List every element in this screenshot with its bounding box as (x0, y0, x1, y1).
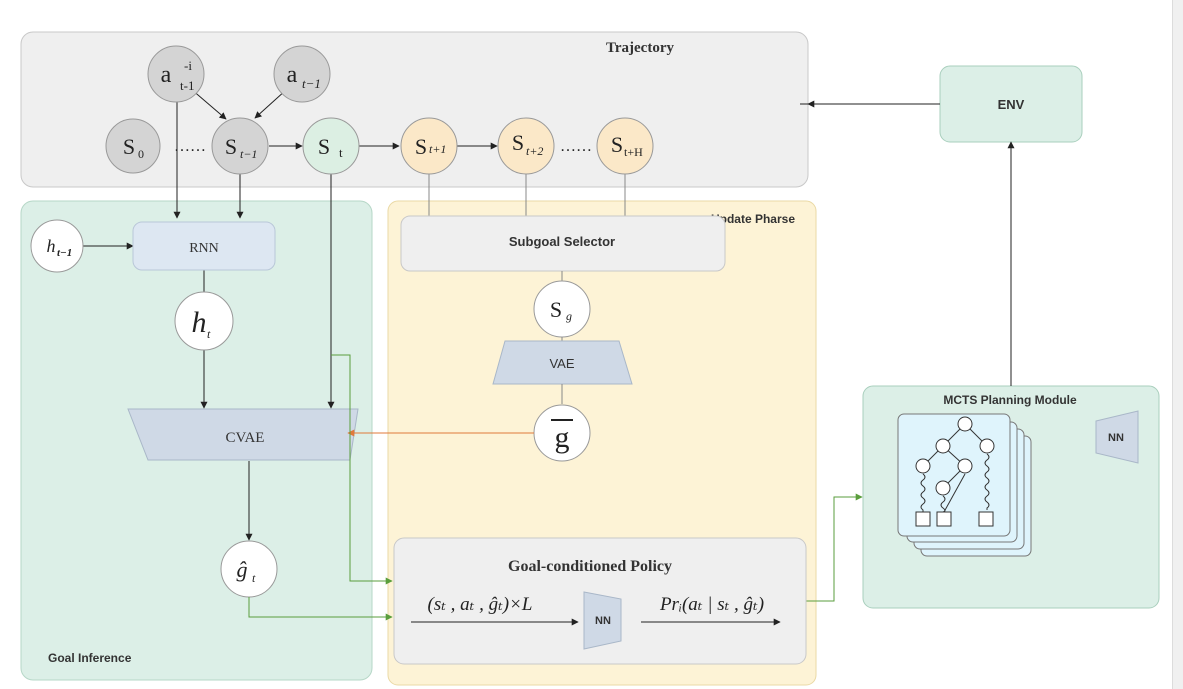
cvae-block: CVAE (127, 408, 359, 461)
node-s-t-1: S t−1 (211, 117, 269, 175)
svg-text:CVAE: CVAE (226, 430, 265, 446)
svg-text:RNN: RNN (189, 241, 219, 256)
svg-text:-i: -i (184, 58, 192, 73)
svg-text:t−1: t−1 (240, 147, 257, 161)
svg-text:t: t (207, 327, 211, 341)
ellipsis-2: …… (560, 138, 592, 155)
svg-text:g: g (555, 421, 570, 454)
svg-text:g: g (566, 309, 572, 323)
svg-text:h: h (192, 306, 207, 339)
svg-text:t−1: t−1 (57, 247, 72, 259)
update-phase-label: Update Pharse (711, 212, 795, 226)
node-s-g: S g (533, 280, 591, 338)
svg-text:0: 0 (138, 147, 144, 161)
node-g-hat: ĝ t (220, 540, 278, 598)
node-s-t-plus-h: S t+H (596, 117, 654, 175)
node-h-t-1: h t−1 (30, 219, 84, 273)
node-a-t-1: a t−1 (273, 45, 331, 103)
policy-input-formula: (sₜ , aₜ , ĝₜ)×L (428, 594, 533, 615)
svg-text:t: t (339, 145, 343, 160)
svg-text:NN: NN (1108, 432, 1124, 444)
node-s-t-plus-1: S t+1 (400, 117, 458, 175)
mcts-nn-block: NN (1095, 410, 1139, 464)
svg-text:a: a (161, 62, 172, 88)
trajectory-label: Trajectory (606, 40, 675, 56)
svg-text:t-1: t-1 (180, 78, 194, 93)
svg-text:t+2: t+2 (526, 144, 543, 158)
svg-text:t+H: t+H (624, 145, 643, 159)
node-a-t-1-i: a -i t-1 (147, 45, 205, 103)
node-s0: S 0 (105, 118, 161, 174)
mcts-tree-stack (897, 413, 1032, 557)
rnn-block: RNN (132, 221, 276, 271)
svg-text:ĝ: ĝ (237, 557, 248, 582)
svg-text:S: S (550, 297, 562, 322)
vertical-scrollbar[interactable] (1172, 0, 1183, 689)
svg-text:Goal-conditioned Policy: Goal-conditioned Policy (508, 558, 672, 575)
svg-text:S: S (415, 134, 427, 159)
svg-text:S: S (225, 134, 237, 159)
node-s-t-plus-2: S t+2 (497, 117, 555, 175)
svg-text:t+1: t+1 (429, 142, 446, 156)
subgoal-selector-block: Subgoal Selector (400, 215, 726, 272)
svg-text:S: S (123, 134, 135, 159)
svg-text:S: S (611, 132, 623, 157)
goal-inference-label: Goal Inference (48, 651, 132, 665)
edge-policy-to-mcts (806, 493, 863, 602)
svg-text:Subgoal Selector: Subgoal Selector (509, 234, 615, 249)
svg-text:S: S (512, 130, 524, 155)
svg-text:VAE: VAE (549, 356, 574, 371)
policy-block: Goal-conditioned Policy (sₜ , aₜ , ĝₜ)×L… (393, 537, 807, 665)
ellipsis-1: …… (174, 138, 206, 155)
svg-text:t−1: t−1 (302, 76, 321, 91)
svg-text:a: a (287, 62, 298, 88)
node-h-t: h t (174, 291, 234, 351)
edge-ghat-to-policy (248, 597, 393, 621)
svg-text:h: h (47, 236, 56, 256)
mcts-label: MCTS Planning Module (943, 393, 1077, 407)
node-g-bar: g (533, 404, 591, 462)
vae-block: VAE (492, 340, 633, 385)
env-label: ENV (998, 97, 1025, 112)
policy-output-formula: Prᵢ(aₜ | sₜ , ĝₜ) (659, 594, 764, 615)
node-s-t: S t (302, 117, 360, 175)
svg-text:NN: NN (595, 615, 611, 627)
svg-text:S: S (318, 134, 330, 159)
edge-st-to-policy (331, 354, 393, 585)
svg-text:t: t (252, 571, 256, 585)
